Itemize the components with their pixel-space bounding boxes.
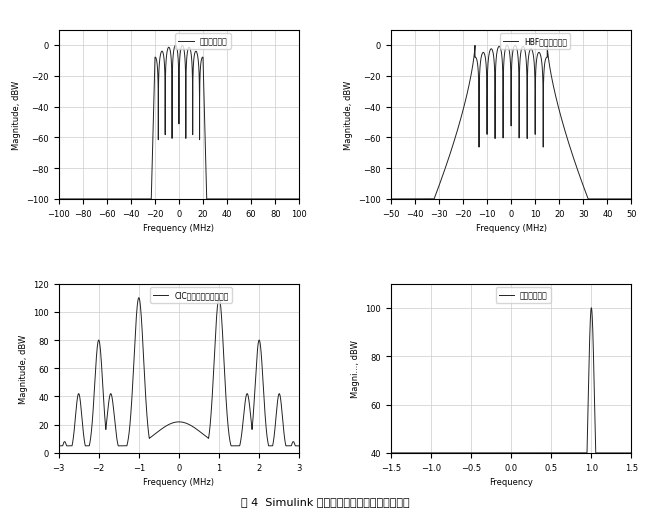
Y-axis label: Magnitude, dBW: Magnitude, dBW <box>12 80 21 150</box>
Legend: HBF输出信号频谱: HBF输出信号频谱 <box>500 34 570 49</box>
Legend: 输入信号频谱: 输入信号频谱 <box>175 34 230 49</box>
Y-axis label: Magni..., dBW: Magni..., dBW <box>351 340 360 398</box>
Text: 图 4  Simulink 仳真各级输出信号的双边带频谱: 图 4 Simulink 仳真各级输出信号的双边带频谱 <box>241 496 410 506</box>
Legend: CIC滤波器输出信号频谱: CIC滤波器输出信号频谱 <box>150 288 232 303</box>
X-axis label: Frequency (MHz): Frequency (MHz) <box>143 477 214 486</box>
Legend: 输出信号频谱: 输出信号频谱 <box>495 288 551 303</box>
Y-axis label: Magnitude, dBW: Magnitude, dBW <box>19 334 27 403</box>
Y-axis label: Magnitude, dBW: Magnitude, dBW <box>344 80 353 150</box>
X-axis label: Frequency (MHz): Frequency (MHz) <box>476 224 547 233</box>
X-axis label: Frequency: Frequency <box>489 477 533 486</box>
X-axis label: Frequency (MHz): Frequency (MHz) <box>143 224 214 233</box>
